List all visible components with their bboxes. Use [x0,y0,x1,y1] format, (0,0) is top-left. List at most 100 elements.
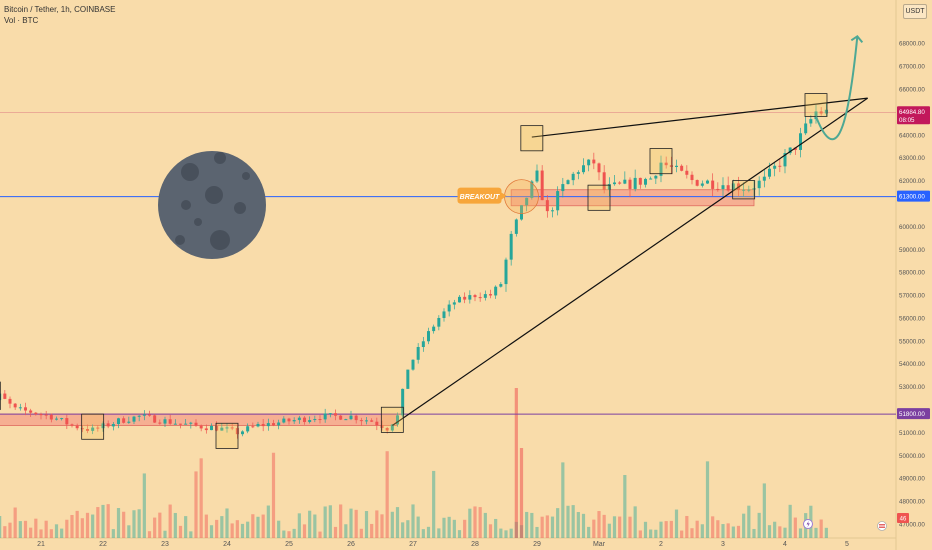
volume-bar [137,509,141,538]
volume-bar [468,508,472,538]
volume-bar [504,530,508,538]
candle-body [432,326,436,332]
volume-bar [75,510,79,538]
volume-bar [297,513,301,538]
highlight-box[interactable] [81,413,105,440]
highlight-box[interactable] [215,422,239,449]
volume-bar [230,523,234,538]
volume-bar [116,508,121,538]
volume-bar [96,507,100,538]
volume-bar [421,529,425,538]
volume-bar [153,517,157,538]
volume-bar [649,529,653,538]
candle-body [168,419,172,424]
candle-body [153,415,157,423]
volume-bar [767,525,772,538]
symbol-legend[interactable]: Bitcoin / Tether, 1h, COINBASE [4,5,116,14]
support-zone[interactable] [510,189,755,207]
candle-body [721,185,725,189]
candle-body [75,425,79,429]
candle-body [292,420,296,422]
candle-body [757,180,761,189]
candle-body [148,414,151,416]
candle-body [566,180,570,185]
candle-body [654,175,658,179]
trendline[interactable] [391,97,869,427]
highlight-box[interactable] [732,180,756,200]
volume-bar [685,515,689,538]
volume-bar [3,526,7,538]
volume-legend[interactable]: Vol · BTC [4,16,39,25]
breakout-badge[interactable] [457,187,502,204]
candle-body [752,188,756,190]
support-zone[interactable] [0,413,398,426]
candle-body [437,317,441,327]
candle-body [649,178,653,180]
candle-body [504,259,508,285]
candle-body [163,419,167,424]
volume-bar [550,516,555,538]
volume-bar [204,514,208,538]
highlight-box[interactable] [520,125,544,152]
last-price-label: 64984.80 [899,109,925,116]
candle-body [416,347,420,360]
time-tick-label: 29 [533,541,541,548]
volume-bar [473,506,477,538]
candle-body [411,359,415,370]
candle-body [308,420,312,423]
trendline[interactable] [531,97,868,138]
candle-body [34,412,38,415]
volume-bar [194,471,198,538]
candle-body [525,197,529,206]
volume-bar [623,475,627,538]
highlight-box[interactable] [587,184,611,211]
price-tick-label: 58000.00 [899,270,925,277]
highlight-box[interactable] [649,148,673,175]
candle-body [814,111,818,120]
candle-body [277,422,281,426]
candle-body [184,423,188,425]
volume-bar [282,530,286,538]
purple-level-label-bg [897,408,930,420]
price-axis[interactable] [896,0,932,550]
projection-arrow[interactable] [815,36,859,141]
candle-body [690,174,694,181]
volume-bar [91,514,95,538]
price-tick-label: 67000.00 [899,64,925,71]
candle-body [421,341,425,348]
price-tick-label: 62000.00 [899,178,925,185]
candle-body [60,418,64,420]
time-tick-label: 23 [161,541,169,548]
candle-body [463,296,467,300]
candle-body [711,180,715,189]
price-tick-label: 59000.00 [899,247,925,254]
candle-body [618,182,622,184]
highlight-box[interactable] [380,406,404,433]
candle-body [623,179,627,184]
volume-bar [0,516,2,538]
candle-body [173,423,177,425]
candle-body [783,153,787,167]
candle-body [225,427,229,429]
candle-body [551,210,554,212]
volume-bar [669,520,673,538]
candle-body [571,173,575,181]
highlight-box[interactable] [804,93,828,117]
candle-body [256,423,260,427]
volume-bar [8,522,12,538]
candle-body [556,191,560,211]
moon-crater [214,152,226,164]
volume-bar [457,530,462,538]
price-tick-label: 53000.00 [899,384,925,391]
candle-body [576,172,580,174]
volume-label-bg [897,513,909,523]
candle-body [494,286,498,296]
candle-body [49,414,53,420]
volume-bar [607,523,611,538]
volume-bar [525,511,529,538]
currency-selector[interactable]: USDT [903,4,927,19]
breakout-circle[interactable] [504,179,539,215]
candle-body [29,410,33,413]
candle-body [318,419,322,421]
